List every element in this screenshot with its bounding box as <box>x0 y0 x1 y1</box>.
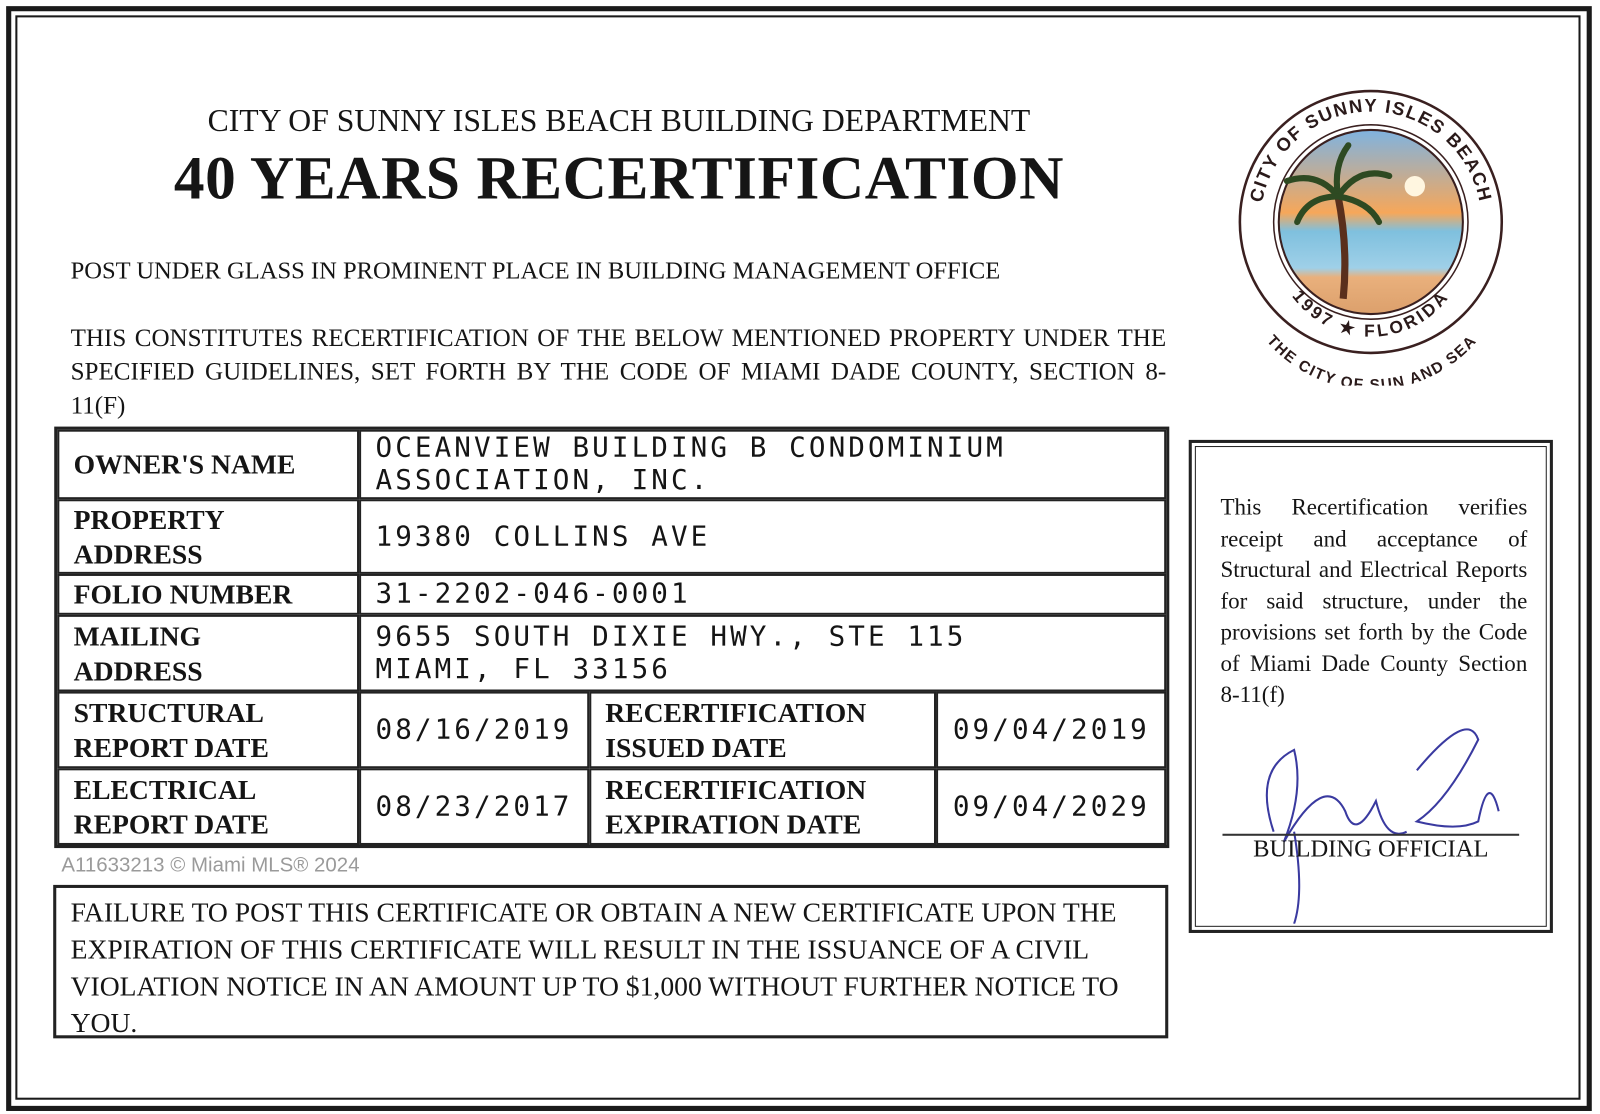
mailing-label-1: MAILING <box>73 620 202 652</box>
owner-value: OCEANVIEW BUILDING B CONDOMINIUM ASSOCIA… <box>359 429 1167 500</box>
recertification-statement: THIS CONSTITUTES RECERTIFICATION OF THE … <box>70 324 1167 420</box>
mailing-line-2: MIAMI, FL 33156 <box>375 653 671 685</box>
inner-border <box>15 15 1581 1100</box>
issued-label-2: ISSUED DATE <box>605 731 787 763</box>
mailing-label-2: ADDRESS <box>73 655 203 686</box>
signature-line <box>1222 833 1520 836</box>
signature <box>1265 728 1500 924</box>
property-info-table: OWNER'S NAME OCEANVIEW BUILDING B CONDOM… <box>54 426 1170 849</box>
electrical-value: 08/23/2017 <box>359 768 589 845</box>
property-label-2: ADDRESS <box>73 538 203 570</box>
violation-notice: FAILURE TO POST THIS CERTIFICATE OR OBTA… <box>53 884 1169 1039</box>
mls-watermark: A11633213 © Miami MLS® 2024 <box>61 854 360 877</box>
structural-label-2: REPORT DATE <box>73 731 269 763</box>
mailing-line-1: 9655 SOUTH DIXIE HWY., STE 115 <box>375 620 967 653</box>
owner-line-1: OCEANVIEW BUILDING B CONDOMINIUM <box>375 431 1006 464</box>
building-official-label: BUILDING OFFICIAL <box>1253 835 1489 863</box>
certificate-title: 40 YEARS RECERTIFICATION <box>173 144 1064 212</box>
issued-value: 09/04/2019 <box>936 691 1167 769</box>
verification-text: This Recertification verifies receipt an… <box>1220 494 1528 707</box>
verification-box: This Recertification verifies receipt an… <box>1188 439 1553 933</box>
folio-label: FOLIO NUMBER <box>57 573 360 615</box>
mailing-value: 9655 SOUTH DIXIE HWY., STE 115 MIAMI, FL… <box>359 614 1167 692</box>
expiration-label-2: EXPIRATION DATE <box>605 808 862 840</box>
owner-label: OWNER'S NAME <box>57 429 360 500</box>
expiration-label-1: RECERTIFICATION <box>605 773 867 805</box>
structural-value: 08/16/2019 <box>359 691 589 769</box>
electrical-label-2: REPORT DATE <box>73 808 269 840</box>
structural-label-1: STRUCTURAL <box>73 697 264 728</box>
expiration-label: RECERTIFICATION EXPIRATION DATE <box>588 768 937 845</box>
owner-line-2: ASSOCIATION, INC. <box>375 464 711 497</box>
table-row-folio: FOLIO NUMBER 31-2202-046-0001 <box>57 573 1167 615</box>
issued-label-1: RECERTIFICATION <box>605 697 867 728</box>
electrical-label: ELECTRICAL REPORT DATE <box>57 768 360 845</box>
table-row-owner: OWNER'S NAME OCEANVIEW BUILDING B CONDOM… <box>57 429 1167 500</box>
expiration-value: 09/04/2029 <box>936 768 1167 845</box>
verification-box-inner-border <box>1194 446 1547 927</box>
department-heading: CITY OF SUNNY ISLES BEACH BUILDING DEPAR… <box>207 102 1031 139</box>
property-label-1: PROPERTY <box>73 503 225 535</box>
table-row-electrical: ELECTRICAL REPORT DATE 08/23/2017 RECERTI… <box>57 768 1167 845</box>
outer-border <box>6 6 1592 1111</box>
table-row-mailing: MAILING ADDRESS 9655 SOUTH DIXIE HWY., ST… <box>57 614 1167 692</box>
property-value: 19380 COLLINS AVE <box>359 499 1167 574</box>
folio-value: 31-2202-046-0001 <box>359 573 1167 615</box>
table-row-property: PROPERTY ADDRESS 19380 COLLINS AVE <box>57 499 1167 574</box>
mailing-label: MAILING ADDRESS <box>57 614 360 692</box>
table-row-structural: STRUCTURAL REPORT DATE 08/16/2019 RECERTI… <box>57 691 1167 769</box>
electrical-label-1: ELECTRICAL <box>73 773 257 805</box>
property-label: PROPERTY ADDRESS <box>57 499 360 574</box>
issued-label: RECERTIFICATION ISSUED DATE <box>588 691 937 769</box>
post-notice: POST UNDER GLASS IN PROMINENT PLACE IN B… <box>70 257 1001 285</box>
structural-label: STRUCTURAL REPORT DATE <box>57 691 360 769</box>
city-seal: CITY OF SUNNY ISLES BEACH 1997 ★ FLORIDA… <box>1238 89 1504 386</box>
